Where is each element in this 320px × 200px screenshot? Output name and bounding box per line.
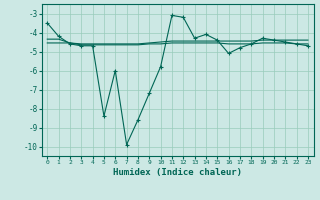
X-axis label: Humidex (Indice chaleur): Humidex (Indice chaleur)	[113, 168, 242, 177]
